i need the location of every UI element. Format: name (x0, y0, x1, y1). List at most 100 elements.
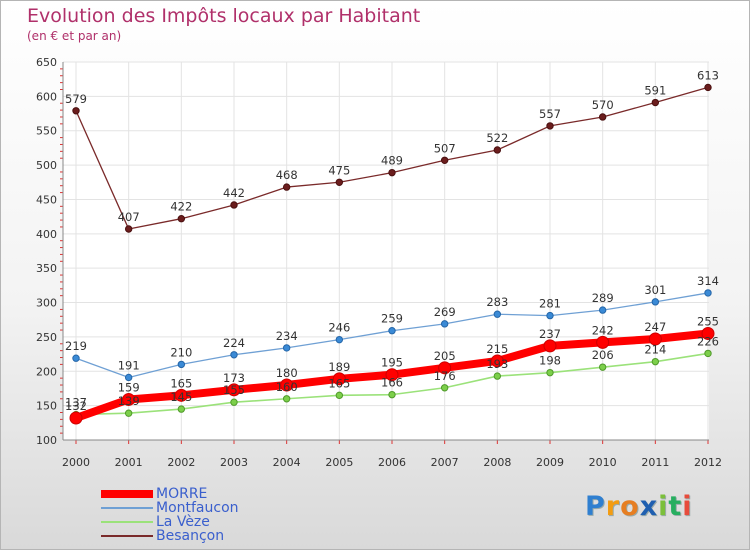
legend-item-besan-on: Besançon (101, 529, 239, 543)
data-point-montfaucon (72, 354, 80, 362)
x-tick-label: 2006 (378, 456, 406, 469)
data-label-montfaucon: 259 (381, 312, 403, 326)
chart-legend: MORRE Montfaucon La Vèze Besançon (101, 487, 239, 543)
data-label-morre: 173 (223, 371, 245, 385)
logo-letter: i (682, 491, 693, 522)
x-tick-label: 2012 (694, 456, 722, 469)
y-tick-label: 600 (36, 90, 57, 103)
x-tick-label: 2009 (536, 456, 564, 469)
data-point-montfaucon (124, 373, 133, 382)
data-point-besan-on (124, 225, 133, 233)
logo-letter: x (639, 491, 659, 522)
legend-item-la-v-ze: La Vèze (101, 515, 239, 529)
data-label-montfaucon: 281 (539, 297, 561, 311)
chart-subtitle: (en € et par an) (27, 29, 122, 43)
data-point-morre (280, 378, 294, 392)
data-point-montfaucon (177, 360, 186, 369)
data-point-la-v-ze (335, 391, 344, 400)
data-label-montfaucon: 289 (592, 291, 614, 305)
data-label-la-v-ze: 193 (486, 357, 508, 371)
chart-title: Evolution des Impôts locaux par Habitant (27, 5, 421, 27)
data-point-la-v-ze (651, 357, 660, 366)
data-label-montfaucon: 246 (328, 321, 350, 335)
data-label-la-v-ze: 155 (223, 383, 245, 397)
data-point-morre (648, 332, 662, 346)
y-tick-label: 150 (36, 400, 57, 413)
data-point-montfaucon (598, 306, 607, 314)
x-tick-label: 2002 (167, 456, 195, 469)
data-point-besan-on (335, 178, 344, 186)
data-point-la-v-ze (546, 368, 554, 377)
y-tick-label: 100 (36, 434, 57, 447)
data-label-la-v-ze: 165 (328, 376, 350, 390)
legend-swatch-besan-on (101, 535, 153, 537)
data-point-besan-on (598, 113, 607, 121)
logo-letter: t (668, 491, 683, 522)
data-point-montfaucon (335, 335, 344, 344)
data-point-besan-on (493, 146, 502, 154)
data-point-la-v-ze (124, 409, 133, 417)
legend-swatch-montfaucon (101, 507, 153, 509)
data-label-la-v-ze: 198 (539, 354, 561, 368)
data-label-morre: 215 (486, 342, 508, 356)
data-point-la-v-ze (282, 395, 291, 403)
data-label-montfaucon: 219 (65, 339, 87, 353)
data-label-morre: 237 (539, 327, 561, 341)
data-label-montfaucon: 301 (644, 283, 666, 297)
y-tick-label: 650 (36, 56, 57, 69)
y-tick-label: 300 (36, 297, 57, 310)
data-point-morre (438, 361, 452, 375)
y-tick-label: 500 (36, 159, 57, 172)
data-point-la-v-ze (230, 398, 238, 406)
data-label-besan-on: 579 (65, 92, 87, 106)
data-point-montfaucon (546, 311, 554, 320)
data-label-morre: 132 (65, 399, 87, 413)
data-point-morre (385, 368, 399, 382)
legend-item-montfaucon: Montfaucon (101, 501, 239, 515)
logo-letter: P (585, 491, 606, 522)
x-tick-label: 2004 (273, 456, 301, 469)
data-point-montfaucon (388, 327, 396, 335)
y-tick-label: 350 (36, 262, 57, 275)
data-label-morre: 159 (118, 380, 140, 394)
legend-label-besan-on: Besançon (156, 528, 225, 544)
data-label-besan-on: 489 (381, 154, 403, 168)
data-point-montfaucon (440, 320, 449, 328)
data-point-morre (490, 354, 504, 368)
x-tick-label: 2001 (115, 456, 143, 469)
data-point-morre (227, 383, 241, 397)
data-label-besan-on: 422 (170, 200, 192, 214)
y-tick-label: 450 (36, 193, 57, 206)
data-label-la-v-ze: 137 (65, 396, 87, 410)
data-label-montfaucon: 191 (118, 358, 140, 372)
data-point-morre (122, 392, 136, 406)
data-point-morre (701, 326, 715, 340)
data-label-besan-on: 522 (486, 131, 508, 145)
data-label-morre: 189 (328, 360, 350, 374)
data-point-besan-on (388, 168, 396, 177)
data-point-montfaucon (493, 310, 502, 318)
data-point-besan-on (704, 83, 712, 92)
data-point-morre (543, 339, 557, 353)
data-point-besan-on (177, 214, 186, 223)
x-tick-label: 2008 (483, 456, 511, 469)
y-tick-label: 200 (36, 365, 57, 378)
data-label-besan-on: 591 (644, 84, 666, 98)
data-point-morre (596, 335, 610, 349)
data-label-montfaucon: 283 (486, 295, 508, 309)
data-point-la-v-ze (440, 384, 449, 392)
data-label-besan-on: 475 (328, 163, 350, 177)
x-tick-label: 2011 (641, 456, 669, 469)
y-tick-label: 400 (36, 228, 57, 241)
data-point-la-v-ze (598, 363, 607, 371)
data-label-la-v-ze: 160 (276, 380, 298, 394)
proxiti-logo: Proxiti (585, 491, 693, 522)
data-label-morre: 247 (644, 320, 666, 334)
data-label-besan-on: 468 (276, 168, 298, 182)
data-point-la-v-ze (493, 372, 502, 380)
data-point-montfaucon (230, 351, 238, 359)
x-tick-label: 2010 (589, 456, 617, 469)
data-label-la-v-ze: 145 (170, 390, 192, 404)
data-point-besan-on (546, 122, 554, 130)
